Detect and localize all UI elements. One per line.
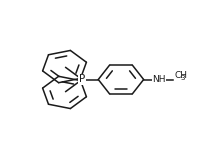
Text: P: P [79, 75, 85, 84]
Text: NH: NH [152, 75, 166, 84]
Text: CH: CH [174, 71, 187, 80]
Text: 3: 3 [180, 75, 185, 81]
